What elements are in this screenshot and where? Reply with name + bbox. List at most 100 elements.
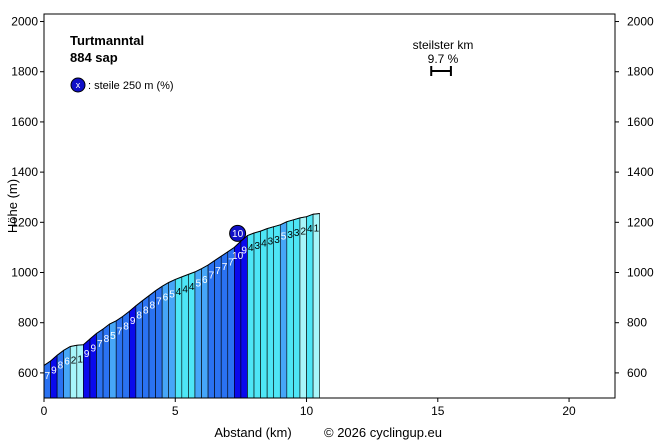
- gradient-label: 9: [130, 316, 136, 327]
- gradient-label: 7: [209, 271, 215, 282]
- profile-segment: [227, 246, 235, 399]
- x-tick-label: 5: [172, 404, 179, 418]
- profile-segment: [56, 349, 64, 399]
- chart-subtitle: 884 sap: [70, 50, 118, 65]
- profile-segment: [50, 354, 58, 399]
- profile-segment: [247, 232, 255, 399]
- gradient-label: 5: [169, 289, 175, 300]
- plot-frame: [43, 13, 616, 399]
- profile-segment: [273, 224, 281, 399]
- gradient-label: 7: [117, 326, 123, 337]
- gradient-label: 9: [90, 343, 96, 354]
- profile-segment: [253, 230, 261, 399]
- gradient-label: 7: [156, 296, 162, 307]
- y-tick-label: 1000: [11, 266, 38, 280]
- steepest-badge: 10: [229, 224, 247, 242]
- y-tick-label-right: 1200: [627, 215, 654, 229]
- y-tick-label: 1800: [11, 65, 38, 79]
- steepest-badge-text: 10: [232, 229, 244, 240]
- profile-segment: [312, 213, 320, 399]
- gradient-label: 1: [314, 224, 320, 235]
- y-tick-label-right: 2000: [627, 15, 654, 29]
- steepest-badge-circle: [229, 224, 247, 242]
- gradient-label: 3: [268, 237, 274, 248]
- gradient-label: 5: [281, 232, 287, 243]
- gradient-label: 6: [64, 357, 70, 368]
- profile-segment: [63, 346, 71, 399]
- gradient-label: 8: [104, 334, 110, 345]
- gradient-label: 7: [215, 266, 221, 277]
- gradient-label: 10: [232, 251, 244, 262]
- gradient-label: 8: [136, 311, 142, 322]
- y-tick-label-right: 800: [627, 316, 647, 330]
- gradient-label: 7: [45, 371, 51, 382]
- profile-segment: [260, 228, 268, 399]
- gradient-label: 4: [248, 243, 254, 254]
- chart-title: Turtmanntal: [70, 33, 144, 48]
- gradient-label: 7: [228, 257, 234, 268]
- gradient-label: 2: [300, 227, 306, 238]
- gradient-label: 4: [307, 224, 313, 235]
- gradient-label: 8: [143, 306, 149, 317]
- x-axis: 0 5 10 15 20: [41, 398, 576, 418]
- y-tick-label: 1200: [11, 215, 38, 229]
- y-tick-label-right: 1000: [627, 266, 654, 280]
- y-tick-label: 2000: [11, 15, 38, 29]
- legend-text: : steile 250 m (%): [88, 80, 174, 92]
- gradient-label: 9: [84, 349, 90, 360]
- steepest-km-label: steilster km: [413, 38, 474, 52]
- profile-segment: [83, 338, 91, 399]
- profile-segment: [76, 344, 84, 399]
- gradient-label: 3: [294, 228, 300, 239]
- profile-segment: [234, 240, 242, 399]
- y-tick-label-right: 1800: [627, 65, 654, 79]
- y-tick-label: 1400: [11, 165, 38, 179]
- y-tick-label-right: 1600: [627, 115, 654, 129]
- profile-segment: [220, 251, 229, 399]
- x-tick-label: 20: [562, 404, 576, 418]
- profile-segment: [279, 221, 288, 399]
- y-tick-label-right: 1400: [627, 165, 654, 179]
- gradient-label: 4: [176, 287, 182, 298]
- profile-segment: [306, 213, 314, 399]
- x-tick-label: 0: [41, 404, 48, 418]
- gradient-label: 4: [189, 282, 195, 293]
- y-axis-right: 600 800 1000 1200 1400 1600 1800 2000: [615, 15, 654, 380]
- gradient-label: 3: [274, 235, 280, 246]
- gradient-label: 4: [261, 239, 267, 250]
- profile-segment: [293, 217, 301, 399]
- gradient-label: 2: [71, 355, 77, 366]
- profile-segment: [214, 255, 222, 399]
- gradient-label: 6: [163, 293, 169, 304]
- steepest-km-bracket: [430, 66, 452, 76]
- y-tick-label: 600: [18, 366, 38, 380]
- x-tick-label: 15: [431, 404, 445, 418]
- legend-marker: [70, 77, 86, 93]
- y-axis-left: 600 800 1000 1200 1400 1600 1800 2000: [11, 15, 44, 380]
- y-tick-label: 1600: [11, 115, 38, 129]
- gradient-label: 8: [123, 321, 129, 332]
- y-tick-label-right: 600: [627, 366, 647, 380]
- gradient-label: 8: [58, 360, 64, 371]
- gradient-label: 3: [287, 230, 293, 241]
- gradient-label: 1: [77, 355, 83, 366]
- gradient-label: 8: [150, 301, 156, 312]
- y-axis-label: Höhe (m): [5, 179, 20, 233]
- x-axis-label: Abstand (km): [214, 425, 291, 440]
- gradient-label: 9: [241, 245, 247, 256]
- gradient-label: 7: [222, 262, 228, 273]
- x-tick-label: 10: [300, 404, 314, 418]
- profile-segment: [299, 216, 307, 399]
- profile-segment: [266, 226, 275, 399]
- gradient-label: 7: [97, 339, 103, 350]
- profile-segment: [286, 219, 294, 399]
- y-tick-label: 800: [18, 316, 38, 330]
- gradient-label: 5: [195, 279, 201, 290]
- steepest-km-value: 9.7 %: [428, 52, 459, 66]
- legend-marker-x: x: [76, 80, 81, 90]
- gradient-label: 9: [51, 365, 57, 376]
- gradient-label: 4: [182, 284, 188, 295]
- credit-text: © 2026 cyclingup.eu: [324, 425, 442, 440]
